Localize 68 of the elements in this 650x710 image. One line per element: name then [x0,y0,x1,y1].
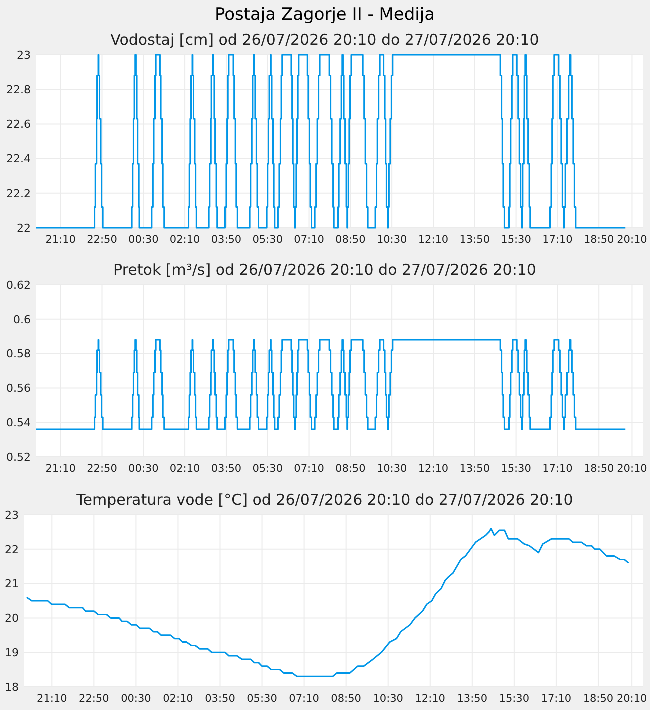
y-tick-label: 22.4 [6,152,31,166]
x-tick-label: 03:50 [211,234,242,246]
x-tick-label: 05:30 [252,463,283,475]
x-tick-label: 13:50 [460,463,490,475]
x-tick-label: 02:10 [163,693,194,705]
x-tick-label: 21:10 [37,693,68,705]
y-tick-label: 20 [5,612,19,626]
x-tick-label: 18:50 [583,693,614,705]
x-tick-label: 18:50 [584,234,614,246]
y-tick-label: 22.6 [6,118,31,132]
x-tick-label: 20:10 [616,693,648,705]
chart-title: Pretok [m³/s] od 26/07/2026 20:10 do 27/07/2026 20:10 [114,261,536,279]
x-tick-label: 18:50 [584,463,614,475]
x-tick-label: 10:30 [376,234,408,246]
y-tick-label: 22 [5,543,19,556]
x-tick-label: 17:10 [542,234,573,246]
x-tick-label: 07:10 [289,693,320,705]
x-tick-label: 03:50 [211,463,242,475]
y-tick-label: 0.56 [6,382,31,396]
x-tick-label: 08:50 [336,463,366,475]
x-tick-label: 10:30 [376,463,408,475]
x-tick-label: 17:10 [542,463,573,475]
y-tick-label: 19 [5,646,19,660]
x-tick-label: 13:50 [460,234,490,246]
x-tick-label: 07:10 [294,463,324,475]
chart-subtitle: Vodostaj [cm] od 26/07/2026 20:10 do 27/07/2026 20:10 [110,31,540,49]
x-tick-label: 10:30 [373,693,404,705]
x-tick-label: 17:10 [541,693,572,705]
x-tick-label: 20:10 [617,234,648,246]
y-tick-label: 23 [5,508,19,522]
y-tick-label: 0.52 [6,450,31,464]
x-tick-label: 05:30 [252,234,283,246]
x-tick-label: 22:50 [79,693,110,705]
x-tick-label: 13:50 [457,693,488,705]
x-tick-label: 15:30 [501,463,532,475]
y-tick-label: 0.62 [6,278,31,292]
y-tick-label: 21 [5,578,19,591]
x-tick-label: 12:10 [415,693,446,705]
x-tick-label: 15:30 [499,693,530,705]
x-tick-label: 22:50 [87,463,118,475]
x-tick-label: 12:10 [418,463,449,475]
x-tick-label: 12:10 [418,234,449,246]
x-tick-label: 20:10 [617,463,648,475]
x-tick-label: 08:50 [336,234,366,246]
x-tick-label: 02:10 [170,463,200,475]
y-tick-label: 18 [5,680,19,694]
x-tick-label: 00:30 [121,693,152,705]
chart-title: Postaja Zagorje II - Medija [214,5,436,25]
x-tick-label: 21:10 [46,234,76,246]
x-tick-label: 02:10 [170,234,200,246]
x-tick-label: 05:30 [247,693,278,705]
x-tick-label: 07:10 [294,234,324,246]
x-tick-label: 00:30 [128,463,159,475]
chart-title: Temperatura vode [°C] od 26/07/2026 20:10 do 27/07/2026 20:10 [76,491,574,509]
y-tick-label: 22 [17,222,31,235]
y-tick-label: 22.8 [6,83,31,96]
y-tick-label: 23 [17,48,31,62]
y-tick-label: 0.54 [6,416,31,430]
y-tick-label: 0.58 [6,348,31,361]
y-tick-label: 0.6 [14,313,31,326]
x-tick-label: 08:50 [331,693,362,705]
x-tick-label: 03:50 [205,693,236,705]
x-tick-label: 21:10 [46,463,76,475]
y-tick-label: 22.2 [6,187,31,200]
x-tick-label: 15:30 [501,234,532,246]
line-series [26,528,630,678]
x-tick-label: 00:30 [128,234,159,246]
x-tick-label: 22:50 [87,234,118,246]
